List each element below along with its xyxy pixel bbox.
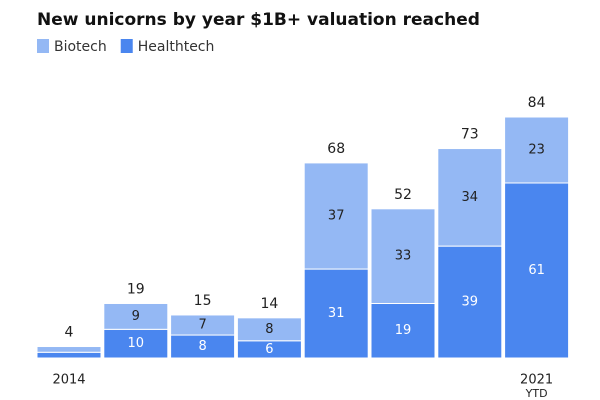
bar-segment (36, 346, 102, 353)
x-tick-label: 2014 (52, 373, 85, 388)
total-label: 19 (127, 281, 145, 297)
value-label: 19 (395, 323, 412, 338)
value-label: 23 (528, 142, 545, 157)
total-label: 15 (194, 293, 212, 309)
bar-segment (36, 351, 102, 359)
chart-title: New unicorns by year $1B+ valuation reac… (37, 10, 480, 30)
value-label: 8 (198, 339, 206, 354)
legend-label: Healthtech (138, 39, 215, 55)
total-label: 73 (461, 127, 479, 143)
bar-segment (370, 208, 436, 304)
x-tick-label: 2021 (520, 373, 553, 388)
value-label: 9 (132, 309, 140, 324)
value-label: 34 (462, 190, 479, 205)
bar-segment (437, 245, 503, 359)
value-label: 37 (328, 208, 345, 223)
x-note: YTD (525, 387, 548, 400)
total-label: 4 (65, 325, 74, 341)
value-label: 8 (265, 322, 273, 337)
value-label: 7 (198, 318, 206, 333)
total-label: 84 (528, 95, 546, 111)
legend-swatch (120, 39, 133, 53)
bar-segment (103, 328, 169, 359)
total-label: 68 (327, 141, 345, 157)
value-label: 6 (265, 342, 273, 357)
value-label: 31 (328, 306, 345, 321)
value-label: 61 (528, 263, 545, 278)
bar-segment (236, 317, 302, 342)
total-label: 52 (394, 187, 412, 203)
bar-segment (370, 302, 436, 359)
bar-segment (303, 162, 369, 270)
value-label: 33 (395, 249, 412, 264)
total-label: 14 (260, 296, 278, 312)
value-label: 10 (128, 336, 145, 351)
value-label: 39 (462, 295, 479, 310)
legend-swatch (37, 39, 49, 53)
bar-segment (437, 148, 503, 247)
bar-segment (504, 116, 570, 184)
bar-segment (103, 302, 169, 330)
bar-segment (170, 314, 236, 336)
legend-label: Biotech (54, 39, 107, 55)
